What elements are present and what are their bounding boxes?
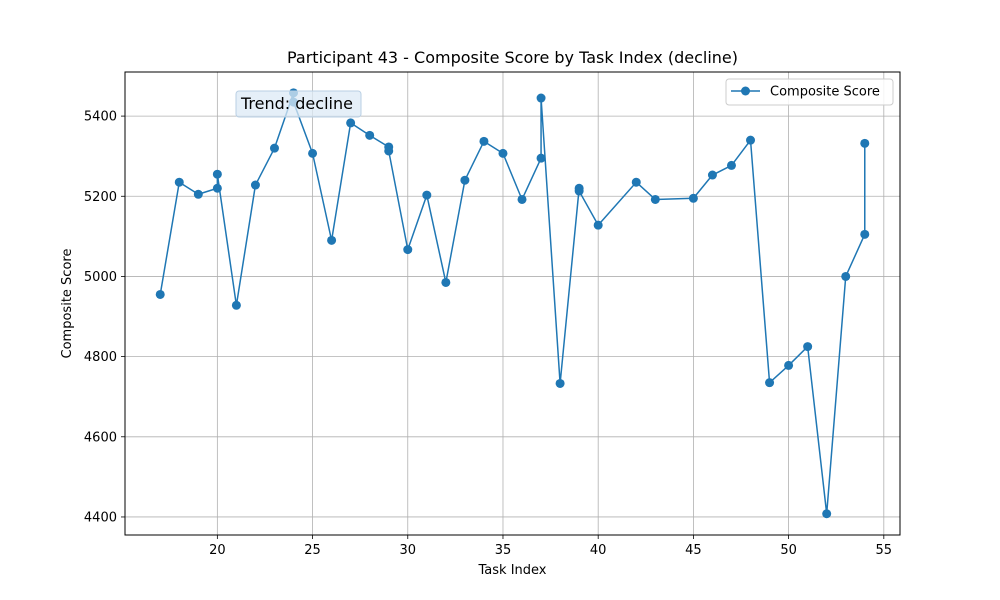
x-tick-label: 35 xyxy=(495,543,512,558)
data-point xyxy=(441,277,451,287)
data-point xyxy=(593,220,603,230)
data-point xyxy=(212,183,222,193)
data-point xyxy=(422,190,432,200)
data-point xyxy=(574,186,584,196)
y-tick-label: 4400 xyxy=(84,510,117,525)
data-point xyxy=(726,160,736,170)
y-tick-label: 4800 xyxy=(84,350,117,365)
data-point xyxy=(498,148,508,158)
data-point xyxy=(365,130,375,140)
data-point xyxy=(460,175,470,185)
trend-annotation-box xyxy=(235,90,362,118)
legend: Composite Score xyxy=(725,78,894,106)
data-point xyxy=(746,135,756,145)
data-point xyxy=(403,245,413,255)
x-tick-label: 25 xyxy=(304,543,321,558)
data-point xyxy=(688,193,698,203)
data-point xyxy=(631,177,641,187)
data-point xyxy=(517,194,527,204)
data-point xyxy=(384,146,394,156)
y-axis-ticks: 4400 4600 4800 5000 5200 5400 xyxy=(84,110,125,525)
y-tick-label: 5200 xyxy=(84,190,117,205)
data-point xyxy=(860,229,870,239)
data-point xyxy=(193,189,203,199)
data-point xyxy=(269,143,279,153)
data-point xyxy=(765,378,775,388)
data-point xyxy=(479,136,489,146)
trend-annotation-text: Trend: decline xyxy=(240,94,353,113)
data-point xyxy=(155,289,165,299)
legend-box xyxy=(725,78,894,106)
y-tick-label: 5400 xyxy=(84,110,117,125)
legend-marker-swatch xyxy=(741,86,750,96)
trend-annotation: Trend: decline xyxy=(235,90,362,118)
data-point xyxy=(174,177,184,187)
x-tick-label: 20 xyxy=(209,543,226,558)
data-point xyxy=(650,194,660,204)
data-point xyxy=(346,118,356,128)
x-axis-label: Task Index xyxy=(478,563,547,578)
data-point xyxy=(327,235,337,245)
data-point xyxy=(860,138,870,148)
data-point xyxy=(308,148,318,158)
data-point xyxy=(212,169,222,179)
legend-label: Composite Score xyxy=(770,85,880,100)
x-tick-label: 50 xyxy=(780,543,797,558)
y-tick-label: 4600 xyxy=(84,430,117,445)
x-tick-label: 40 xyxy=(590,543,607,558)
data-point xyxy=(822,509,832,519)
series-line xyxy=(159,92,866,515)
plot-area-frame xyxy=(124,71,901,536)
series-layer xyxy=(155,88,870,519)
data-point xyxy=(707,170,717,180)
x-axis-ticks: 20 25 30 35 40 45 50 55 xyxy=(209,535,892,558)
data-point xyxy=(536,93,546,103)
data-point xyxy=(784,360,794,370)
y-axis-label: Composite Score xyxy=(60,249,75,359)
data-point xyxy=(536,153,546,163)
x-tick-label: 55 xyxy=(876,543,893,558)
x-tick-label: 45 xyxy=(685,543,702,558)
data-point xyxy=(555,378,565,388)
x-tick-label: 30 xyxy=(399,543,416,558)
y-tick-label: 5000 xyxy=(84,270,117,285)
grid-lines xyxy=(125,72,900,535)
data-point xyxy=(841,271,851,281)
data-point xyxy=(250,180,260,190)
chart-title: Participant 43 - Composite Score by Task… xyxy=(287,48,738,67)
data-point xyxy=(803,342,813,352)
data-point xyxy=(231,300,241,310)
